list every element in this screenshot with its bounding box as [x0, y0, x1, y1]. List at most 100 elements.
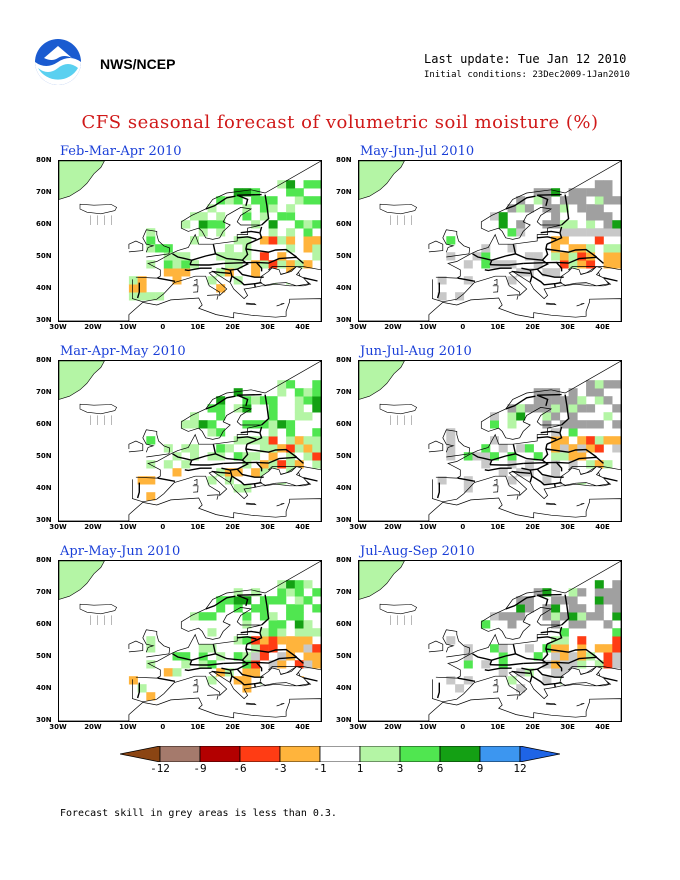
map-cell — [198, 612, 208, 621]
map-cell — [507, 676, 517, 685]
map-cell — [224, 668, 234, 677]
map-cell — [542, 676, 552, 685]
map-cell — [242, 252, 252, 261]
country-border — [436, 282, 441, 299]
map-cell — [251, 652, 261, 661]
country-border — [229, 476, 233, 483]
country-border — [536, 393, 562, 406]
map-cell — [286, 236, 296, 245]
lat-label: 70N — [336, 188, 352, 196]
map-cell — [507, 276, 517, 285]
map-cell — [224, 596, 234, 605]
map-cell — [286, 436, 296, 445]
map-cell — [312, 388, 321, 397]
map-cell — [259, 644, 269, 653]
lon-label: 30W — [49, 323, 67, 331]
map-cell — [463, 644, 473, 653]
map-cell — [242, 236, 252, 245]
map-cell — [190, 452, 199, 461]
country-border — [529, 269, 562, 286]
coastline — [132, 161, 321, 303]
map-cell — [163, 444, 173, 453]
coastline — [507, 694, 519, 700]
map-cell — [603, 188, 613, 197]
map-cell — [146, 260, 156, 269]
colorbar-label: -9 — [193, 762, 207, 775]
map-cell — [146, 244, 156, 253]
country-border — [236, 193, 262, 206]
map-cell — [533, 388, 543, 397]
country-border — [223, 261, 263, 272]
map-cell — [312, 652, 321, 661]
map-cell — [577, 652, 587, 661]
landmass — [59, 561, 105, 600]
country-border — [484, 467, 512, 472]
map-cell — [516, 684, 526, 693]
country-border — [211, 270, 231, 274]
colorbar-segment — [159, 746, 201, 762]
map-cell — [551, 388, 561, 397]
map-cell — [498, 612, 508, 621]
map-cell — [277, 212, 287, 221]
map-cell — [277, 236, 287, 245]
country-border — [236, 268, 264, 278]
map-cell — [268, 396, 278, 405]
map-cell — [603, 220, 613, 229]
map-cell — [242, 676, 252, 685]
map-cell — [594, 420, 604, 429]
map-cell — [224, 244, 234, 253]
map-cell — [603, 460, 613, 469]
map-cell — [551, 244, 561, 253]
map-cell — [612, 596, 621, 605]
map-cell — [268, 444, 278, 453]
map-cell — [233, 468, 243, 477]
map-cell — [224, 444, 234, 453]
map-cell — [463, 660, 473, 669]
map-cell — [259, 628, 269, 637]
map-cell — [568, 596, 578, 605]
lon-label: 20W — [84, 523, 102, 531]
map-cell — [259, 468, 269, 477]
map-cell — [603, 620, 613, 629]
map-cell — [603, 180, 613, 189]
map-cell — [594, 460, 604, 469]
coastline — [442, 429, 471, 458]
map-cell — [242, 420, 252, 429]
map-cell — [612, 252, 621, 261]
country-border — [536, 468, 564, 478]
map-cell — [303, 444, 313, 453]
map-cell — [568, 660, 578, 669]
map-cell — [568, 604, 578, 613]
map-cell — [312, 644, 321, 653]
colorbar-label: 9 — [476, 762, 484, 775]
country-border — [172, 653, 193, 665]
map-cell — [437, 276, 447, 285]
map-cell — [516, 220, 526, 229]
panel-title-5: Apr-May-Jun 2010 — [60, 544, 181, 559]
map-cell — [594, 644, 604, 653]
map-cell — [286, 180, 296, 189]
map-cell — [551, 620, 561, 629]
country-border — [189, 262, 224, 266]
coastline — [59, 497, 321, 521]
map-cell — [233, 604, 243, 613]
map-cell — [490, 644, 499, 653]
country-border — [229, 269, 262, 286]
country-border — [215, 444, 249, 461]
map-cell — [516, 596, 526, 605]
map-cell — [286, 244, 296, 253]
map-cell — [455, 292, 465, 301]
map-cell — [594, 388, 604, 397]
map-cell — [286, 228, 296, 237]
map-cell — [268, 660, 278, 669]
lat-label: 80N — [336, 156, 352, 164]
lon-label: 40E — [595, 723, 610, 731]
map-cell — [594, 380, 604, 389]
map-cell — [524, 204, 534, 213]
map-cell — [533, 196, 543, 205]
map-cell — [533, 260, 543, 269]
map-cell — [303, 620, 313, 629]
country-border — [245, 448, 297, 458]
map-cell — [586, 212, 596, 221]
panel-title-3: Mar-Apr-May 2010 — [60, 344, 186, 359]
